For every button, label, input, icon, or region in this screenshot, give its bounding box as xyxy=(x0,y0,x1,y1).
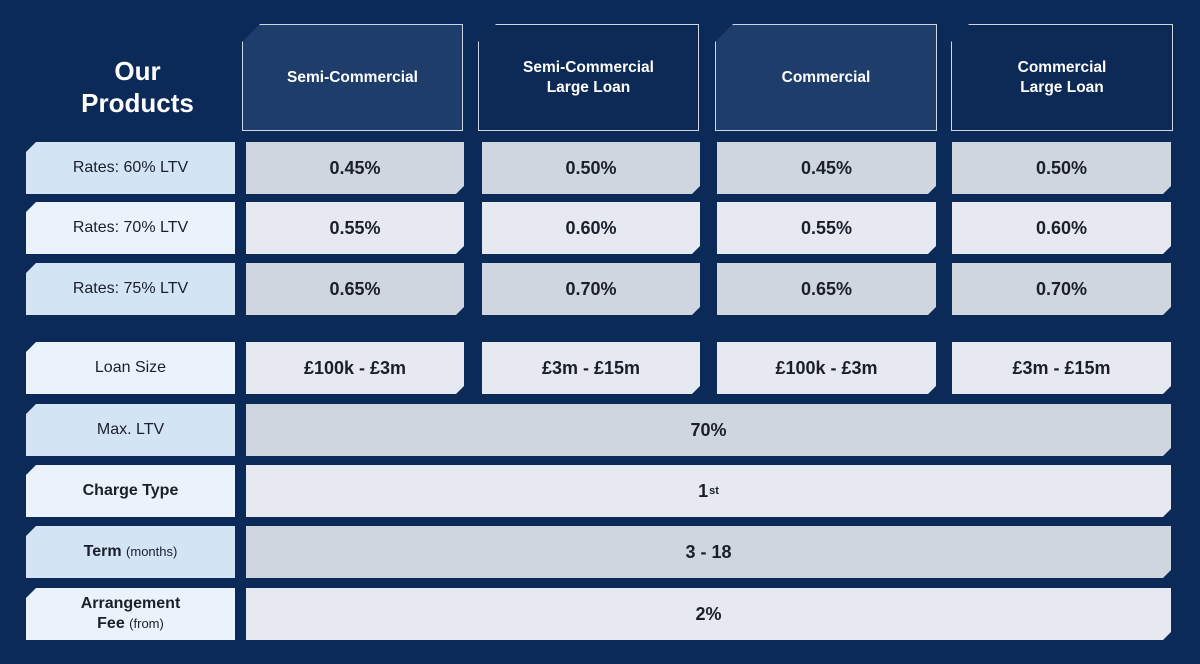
table-cell: 0.45% xyxy=(246,142,464,194)
column-header-label: Semi-Commercial xyxy=(287,68,418,86)
row-label-max-ltv: Max. LTV xyxy=(26,404,235,456)
term-label-unit: (months) xyxy=(126,544,178,559)
shared-cell-max-ltv: 70% xyxy=(246,404,1171,456)
column-header-semi-commercial: Semi-Commercial xyxy=(242,24,463,131)
shared-cell-arrangement-fee: 2% xyxy=(246,588,1171,640)
column-header-label-line-2: Large Loan xyxy=(1020,78,1104,96)
table-cell: 0.65% xyxy=(246,263,464,315)
arrangement-label-line-2: Fee (from) xyxy=(97,614,164,634)
table-cell: £100k - £3m xyxy=(246,342,464,394)
row-label-charge-type: Charge Type xyxy=(26,465,235,517)
table-cell: 0.70% xyxy=(482,263,700,315)
row-label-rates-70-ltv: Rates: 70% LTV xyxy=(26,202,235,254)
arrangement-label-fee: Fee xyxy=(97,615,125,632)
page-title-line-1: Our xyxy=(114,56,161,86)
row-label-rates-60-ltv: Rates: 60% LTV xyxy=(26,142,235,194)
charge-type-suffix: st xyxy=(709,485,719,497)
shared-cell-term: 3 - 18 xyxy=(246,526,1171,578)
column-header-label-line-1: Semi-Commercial xyxy=(523,58,654,76)
table-cell: 0.45% xyxy=(717,142,936,194)
page-title-line-2: Products xyxy=(81,88,194,118)
page-title: Our Products xyxy=(40,55,235,119)
table-cell: £3m - £15m xyxy=(482,342,700,394)
column-header-label-line-1: Commercial xyxy=(1017,58,1107,76)
table-cell: 0.55% xyxy=(246,202,464,254)
row-label-term: Term (months) xyxy=(26,526,235,578)
column-header-label: Commercial xyxy=(781,68,871,86)
term-label: Term xyxy=(83,543,122,560)
table-cell: £3m - £15m xyxy=(952,342,1171,394)
table-cell: 0.50% xyxy=(952,142,1171,194)
row-label-rates-75-ltv: Rates: 75% LTV xyxy=(26,263,235,315)
table-cell: 0.50% xyxy=(482,142,700,194)
table-cell: £100k - £3m xyxy=(717,342,936,394)
table-cell: 0.60% xyxy=(952,202,1171,254)
arrangement-label-line-1: Arrangement xyxy=(80,595,181,612)
table-cell: 0.65% xyxy=(717,263,936,315)
row-label-loan-size: Loan Size xyxy=(26,342,235,394)
arrangement-label-from: (from) xyxy=(129,616,164,631)
table-cell: 0.70% xyxy=(952,263,1171,315)
charge-type-value: 1 xyxy=(698,480,709,501)
column-header-label-line-2: Large Loan xyxy=(546,78,631,96)
table-cell: 0.55% xyxy=(717,202,936,254)
row-label-arrangement-fee: Arrangement Fee (from) xyxy=(26,588,235,640)
column-header-commercial-large-loan: Commercial Large Loan xyxy=(951,24,1173,131)
column-header-commercial: Commercial xyxy=(715,24,937,131)
column-header-semi-commercial-large-loan: Semi-Commercial Large Loan xyxy=(478,24,699,131)
table-cell: 0.60% xyxy=(482,202,700,254)
